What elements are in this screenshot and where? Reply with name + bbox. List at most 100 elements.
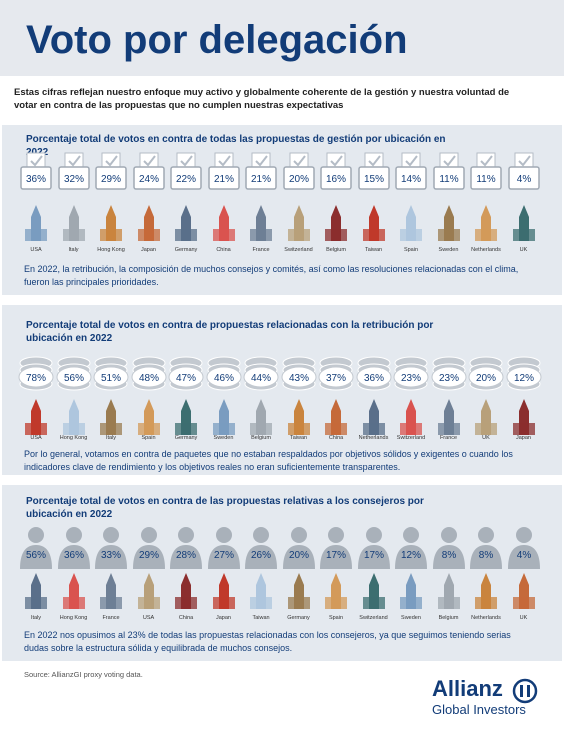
coins-icon: 46% — [206, 356, 241, 391]
ballot-icon: 20% — [282, 152, 315, 190]
landmark-icon — [287, 573, 310, 609]
percent-value: 12% — [401, 550, 421, 561]
ballot-icon: 16% — [320, 152, 352, 190]
ballot-icon: 22% — [170, 152, 202, 190]
section-heading: Porcentaje total de votos en contra de l… — [26, 496, 424, 520]
country-label: France — [252, 247, 270, 253]
country-label: Japan — [216, 615, 231, 621]
ballot-icon: 11% — [470, 152, 502, 190]
landmark-icon — [100, 399, 122, 435]
landmark-icon — [437, 399, 460, 435]
percent-value: 33% — [101, 550, 121, 561]
percent-value: 37% — [326, 373, 346, 384]
percent-value: 20% — [288, 550, 308, 561]
landmark-icon — [475, 399, 497, 435]
landmark-icon — [400, 205, 422, 241]
intro: Estas cifras reflejan nuestro enfoque mu… — [14, 87, 510, 111]
country-label: Netherlands — [358, 435, 389, 441]
percent-value: 24% — [138, 174, 158, 185]
percent-value: 29% — [138, 550, 158, 561]
landmark-icon — [100, 205, 122, 241]
landmark-icon — [175, 399, 197, 435]
landmark-icon — [325, 205, 347, 241]
country-label: Spain — [328, 615, 344, 621]
landmark-icon — [437, 573, 460, 609]
ballot-icon: 21% — [245, 152, 277, 190]
country-label: China — [216, 247, 231, 253]
percent-value: 47% — [176, 373, 196, 384]
landmark-icon — [250, 573, 272, 609]
country-label: Netherlands — [471, 247, 501, 253]
ballot-icon: 29% — [95, 152, 127, 190]
country-label: Hong Kong — [97, 247, 125, 253]
percent-value: 23% — [438, 373, 458, 384]
landmark-icon — [25, 573, 47, 609]
percent-value: 29% — [101, 174, 121, 185]
country-label: UK — [482, 435, 490, 441]
ballot-icon: 21% — [207, 152, 240, 190]
landmark-icon — [400, 399, 422, 435]
landmark-icon — [362, 399, 385, 435]
percent-value: 14% — [401, 174, 421, 185]
section-note: En 2022, la retribución, la composición … — [24, 264, 519, 287]
percent-value: 46% — [213, 373, 233, 384]
coins-icon: 23% — [393, 356, 429, 391]
country-label: Sweden — [213, 435, 234, 441]
ballot-icon: 11% — [432, 152, 465, 190]
landmark-icon — [437, 205, 460, 241]
landmark-icon — [175, 205, 197, 241]
country-label: Germany — [174, 435, 198, 441]
ballot-icon: 24% — [132, 152, 165, 190]
coins-icon: 12% — [506, 356, 541, 391]
coins-icon: 47% — [168, 356, 204, 391]
percent-value: 21% — [251, 174, 271, 185]
brand-logo — [512, 678, 538, 704]
person-icon: 8% — [470, 527, 502, 569]
country-label: Sweden — [438, 247, 459, 253]
person-icon: 26% — [245, 527, 277, 569]
country-label: Taiwan — [289, 435, 308, 441]
country-label: UK — [519, 247, 528, 253]
country-label: Taiwan — [364, 247, 383, 253]
country-label: Belgium — [438, 615, 459, 621]
percent-value: 23% — [401, 373, 421, 384]
landmark-icon — [25, 399, 47, 435]
landmark-icon — [137, 205, 160, 241]
landmark-icon — [62, 573, 85, 609]
landmark-icon — [250, 205, 272, 241]
percent-value: 17% — [326, 550, 346, 561]
country-label: Sweden — [401, 615, 421, 621]
percent-value: 16% — [326, 174, 346, 185]
percent-value: 11% — [439, 174, 458, 185]
percent-value: 12% — [513, 373, 533, 384]
ballot-icon: 14% — [395, 152, 427, 190]
percent-value: 51% — [101, 373, 121, 384]
country-label: Netherlands — [471, 615, 501, 621]
country-label: USA — [30, 435, 42, 441]
landmark-icon — [62, 205, 85, 241]
coins-icon: 43% — [281, 356, 316, 391]
landmark-icon — [325, 573, 347, 609]
percent-value: 17% — [363, 550, 383, 561]
landmark-icon — [212, 205, 235, 241]
coins-icon: 37% — [318, 356, 354, 391]
percent-value: 36% — [63, 550, 83, 561]
percent-value: 4% — [516, 550, 531, 561]
landmark-icon — [212, 573, 235, 609]
percent-value: 56% — [63, 373, 83, 384]
country-label: Germany — [287, 615, 310, 621]
landmark-icon — [25, 205, 47, 241]
section-note: En 2022 nos opusimos al 23% de todas las… — [24, 630, 511, 653]
percent-value: 21% — [213, 174, 233, 185]
landmark-icon — [287, 205, 310, 241]
country-label: Switzerland — [396, 435, 426, 441]
percent-value: 8% — [479, 550, 494, 561]
coins-icon: 23% — [431, 356, 466, 391]
landmark-icon — [287, 399, 310, 435]
country-label: Spain — [403, 247, 419, 253]
landmark-icon — [400, 573, 422, 609]
percent-value: 15% — [363, 174, 383, 185]
brand-subtitle: Global Investors — [432, 702, 526, 717]
country-label: UK — [519, 615, 528, 621]
